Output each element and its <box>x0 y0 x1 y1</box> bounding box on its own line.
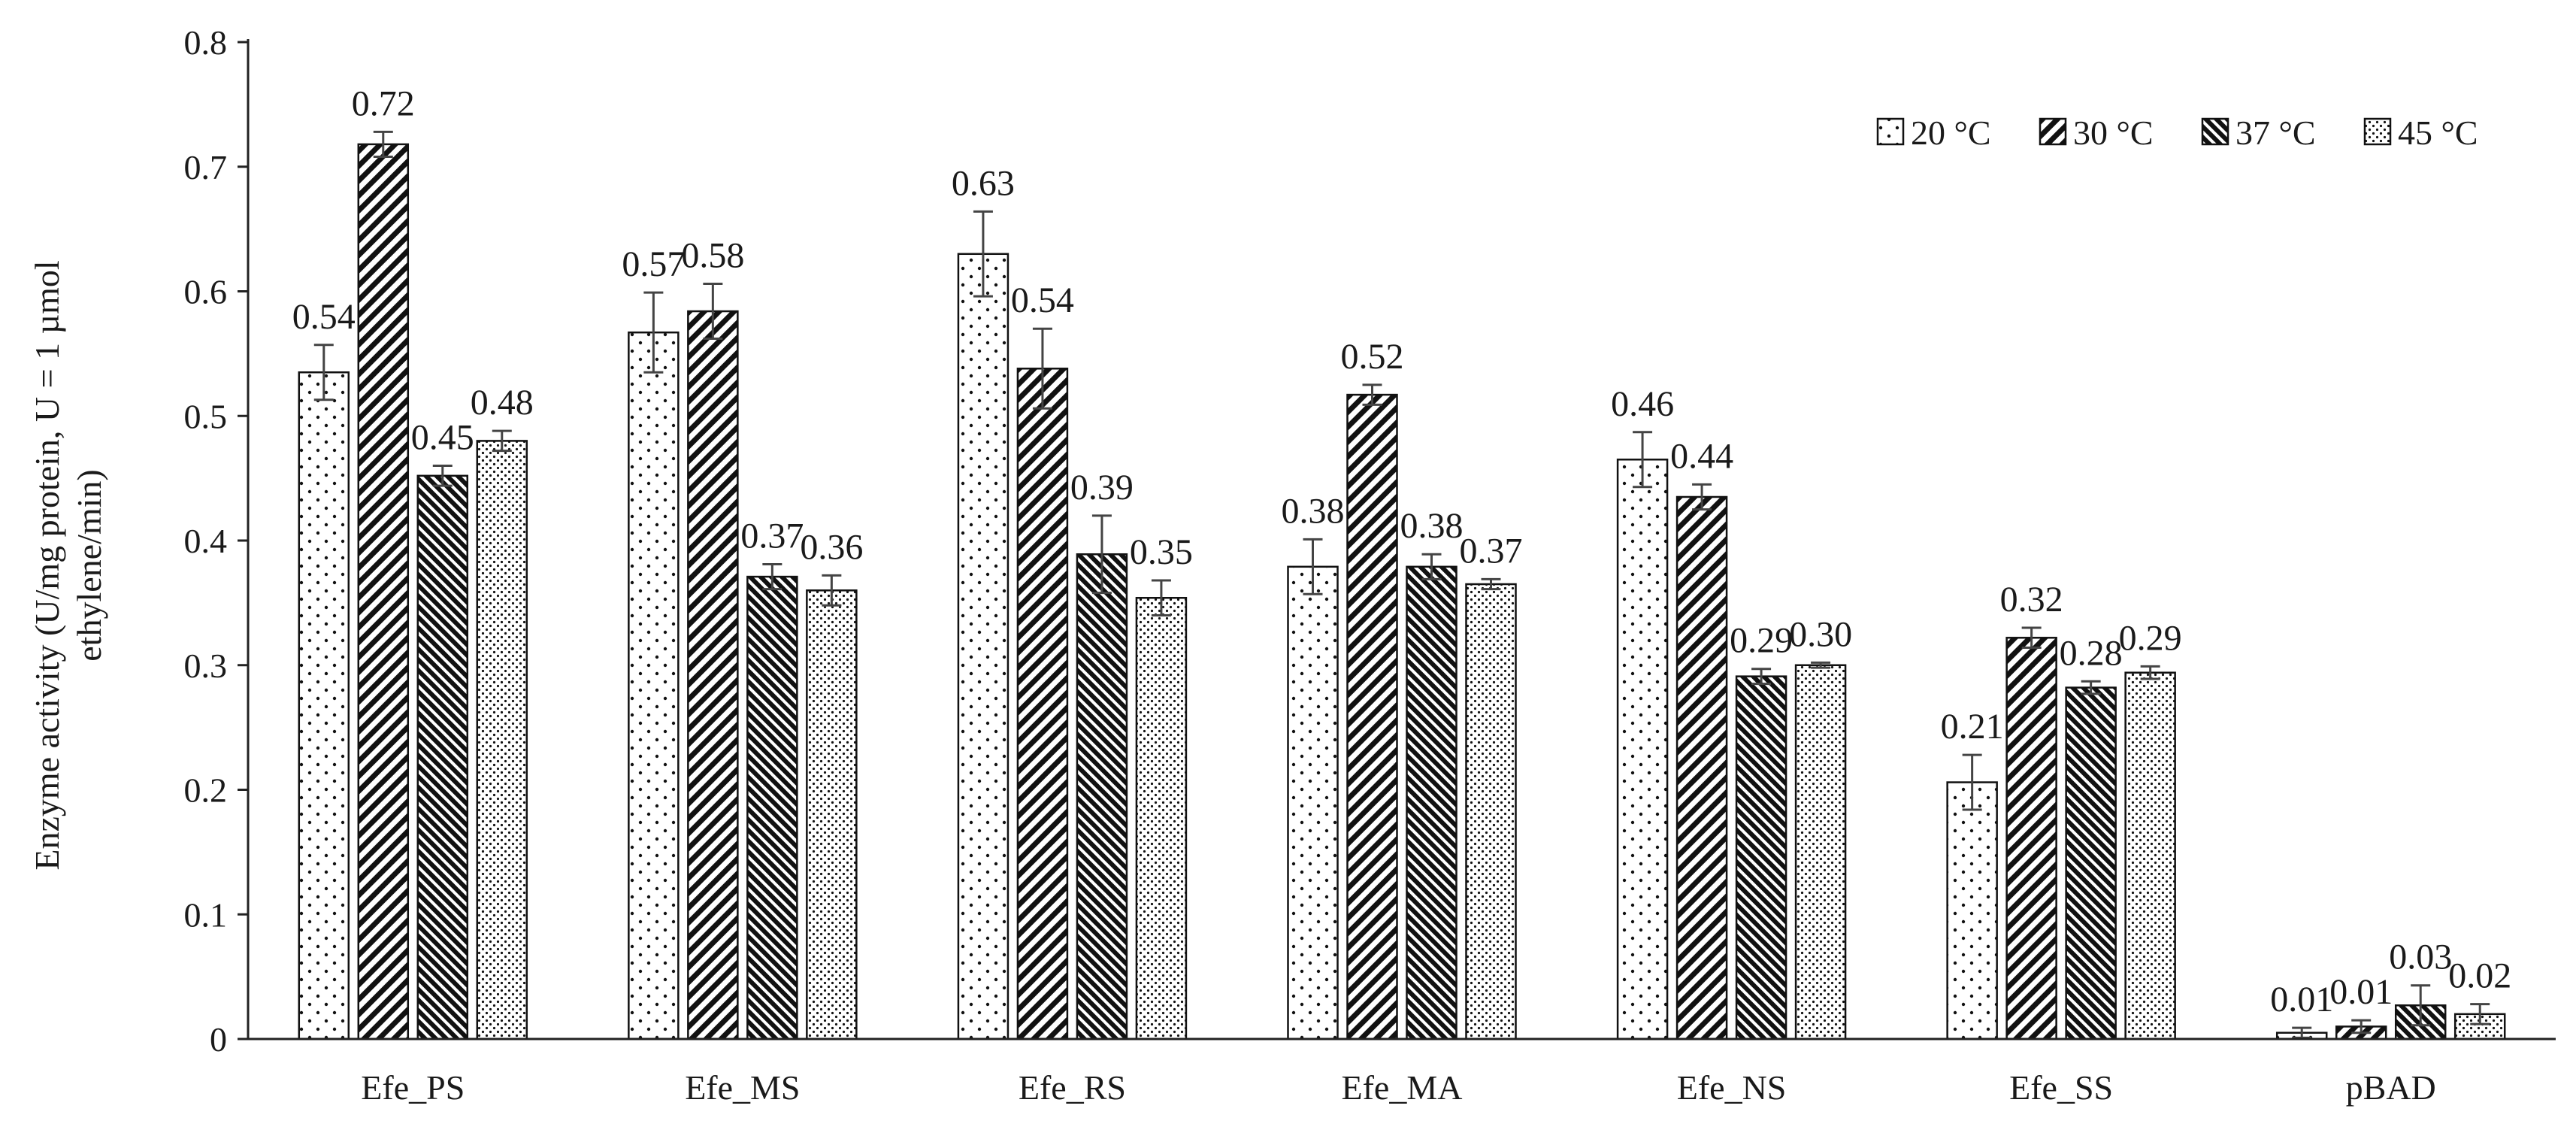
x-tick-label: Efe_PS <box>361 1068 465 1107</box>
data-label: 0.45 <box>411 418 474 458</box>
y-tick-label: 0.2 <box>184 771 228 810</box>
legend-swatch <box>2039 117 2067 146</box>
x-tick-label: pBAD <box>2346 1068 2436 1107</box>
data-label: 0.38 <box>1400 506 1464 546</box>
bar <box>476 440 528 1040</box>
data-label: 0.58 <box>681 236 744 276</box>
data-label: 0.32 <box>2000 580 2063 619</box>
data-label: 0.28 <box>2060 633 2123 673</box>
legend-label: 37 °C <box>2235 114 2316 152</box>
bar <box>298 371 350 1040</box>
data-label: 0.38 <box>1282 491 1345 531</box>
data-label: 0.72 <box>352 83 415 123</box>
y-tick-label: 0.3 <box>184 647 228 685</box>
bar <box>1076 553 1128 1040</box>
data-label: 0.52 <box>1341 337 1404 377</box>
bar <box>1346 393 1398 1040</box>
x-axis: Efe_PS Efe_MS Efe_RS Efe_MA Efe_NS Efe_SS pBAD <box>248 1037 2556 1107</box>
bar <box>1465 583 1517 1040</box>
y-tick-label: 0.7 <box>184 148 228 186</box>
legend-label: 30 °C <box>2073 114 2154 152</box>
error-bars-layer <box>313 130 2490 1039</box>
y-tick-label: 0.4 <box>184 522 228 560</box>
data-label: 0.54 <box>292 297 356 337</box>
data-label: 0.37 <box>740 516 804 556</box>
bar <box>957 253 1010 1040</box>
y-tick-label: 0.6 <box>184 273 228 311</box>
bar <box>1735 675 1787 1040</box>
data-label: 0.29 <box>1730 621 1793 661</box>
data-label: 0.37 <box>1460 531 1523 571</box>
bar <box>806 589 858 1040</box>
bar <box>1946 781 1998 1040</box>
data-label: 0.01 <box>2270 980 2333 1019</box>
data-label: 0.46 <box>1611 384 1674 424</box>
y-axis-title-line-1: Enzyme activity (U/mg protein, U = 1 µmo… <box>28 260 66 870</box>
x-tick-label: Efe_RS <box>1019 1068 1126 1107</box>
data-label: 0.30 <box>1789 614 1852 654</box>
bar <box>1616 459 1669 1040</box>
legend-swatch <box>2363 117 2392 146</box>
bar <box>687 310 739 1040</box>
data-label: 0.21 <box>1941 707 2004 747</box>
y-tick-label: 0 <box>210 1020 227 1059</box>
data-label: 0.01 <box>2329 972 2393 1012</box>
x-tick-label: Efe_NS <box>1677 1068 1787 1107</box>
legend-label: 20 °C <box>1911 114 1991 152</box>
x-tick-label: Efe_MS <box>685 1068 800 1107</box>
data-label: 0.03 <box>2389 938 2452 977</box>
y-axis-title-line-2: ethylene/min) <box>70 469 108 661</box>
data-label: 0.44 <box>1670 436 1733 476</box>
bar <box>628 331 680 1040</box>
y-axis-title: Enzyme activity (U/mg protein, U = 1 µmo… <box>28 260 108 870</box>
bar <box>1675 495 1728 1040</box>
legend: 20 °C 30 °C 37 °C 45 °C <box>1876 114 2478 152</box>
bar <box>1016 368 1069 1040</box>
data-label: 0.36 <box>800 527 863 567</box>
y-tick-label: 0.8 <box>184 23 228 62</box>
data-label: 0.63 <box>952 163 1015 203</box>
bar <box>746 575 798 1040</box>
data-label: 0.57 <box>622 244 685 284</box>
data-label: 0.35 <box>1130 532 1193 572</box>
legend-label: 45 °C <box>2398 114 2478 152</box>
y-tick-label: 0.5 <box>184 397 228 435</box>
bar <box>2065 686 2117 1040</box>
bar <box>1794 664 1847 1040</box>
data-label: 0.54 <box>1011 280 1074 320</box>
x-tick-label: Efe_MA <box>1342 1068 1463 1107</box>
legend-swatch <box>1876 117 1905 146</box>
data-label: 0.02 <box>2448 956 2511 996</box>
value-labels-layer: 0.540.720.450.480.570.580.370.360.630.54… <box>292 83 2511 1019</box>
bar <box>416 474 469 1040</box>
bar <box>1135 596 1188 1040</box>
data-label: 0.48 <box>471 383 534 423</box>
bar <box>1406 565 1458 1040</box>
legend-swatch <box>2201 117 2229 146</box>
data-label: 0.39 <box>1070 468 1134 507</box>
bar <box>357 143 410 1040</box>
bar <box>2124 671 2176 1040</box>
data-label: 0.29 <box>2119 618 2182 658</box>
bar <box>2005 637 2057 1040</box>
x-tick-label: Efe_SS <box>2009 1068 2113 1107</box>
bar <box>1287 565 1339 1040</box>
y-tick-label: 0.1 <box>184 895 228 934</box>
y-axis: 0 0.1 0.2 0.3 0.4 0.5 0.6 0.7 0.8 <box>184 23 250 1059</box>
